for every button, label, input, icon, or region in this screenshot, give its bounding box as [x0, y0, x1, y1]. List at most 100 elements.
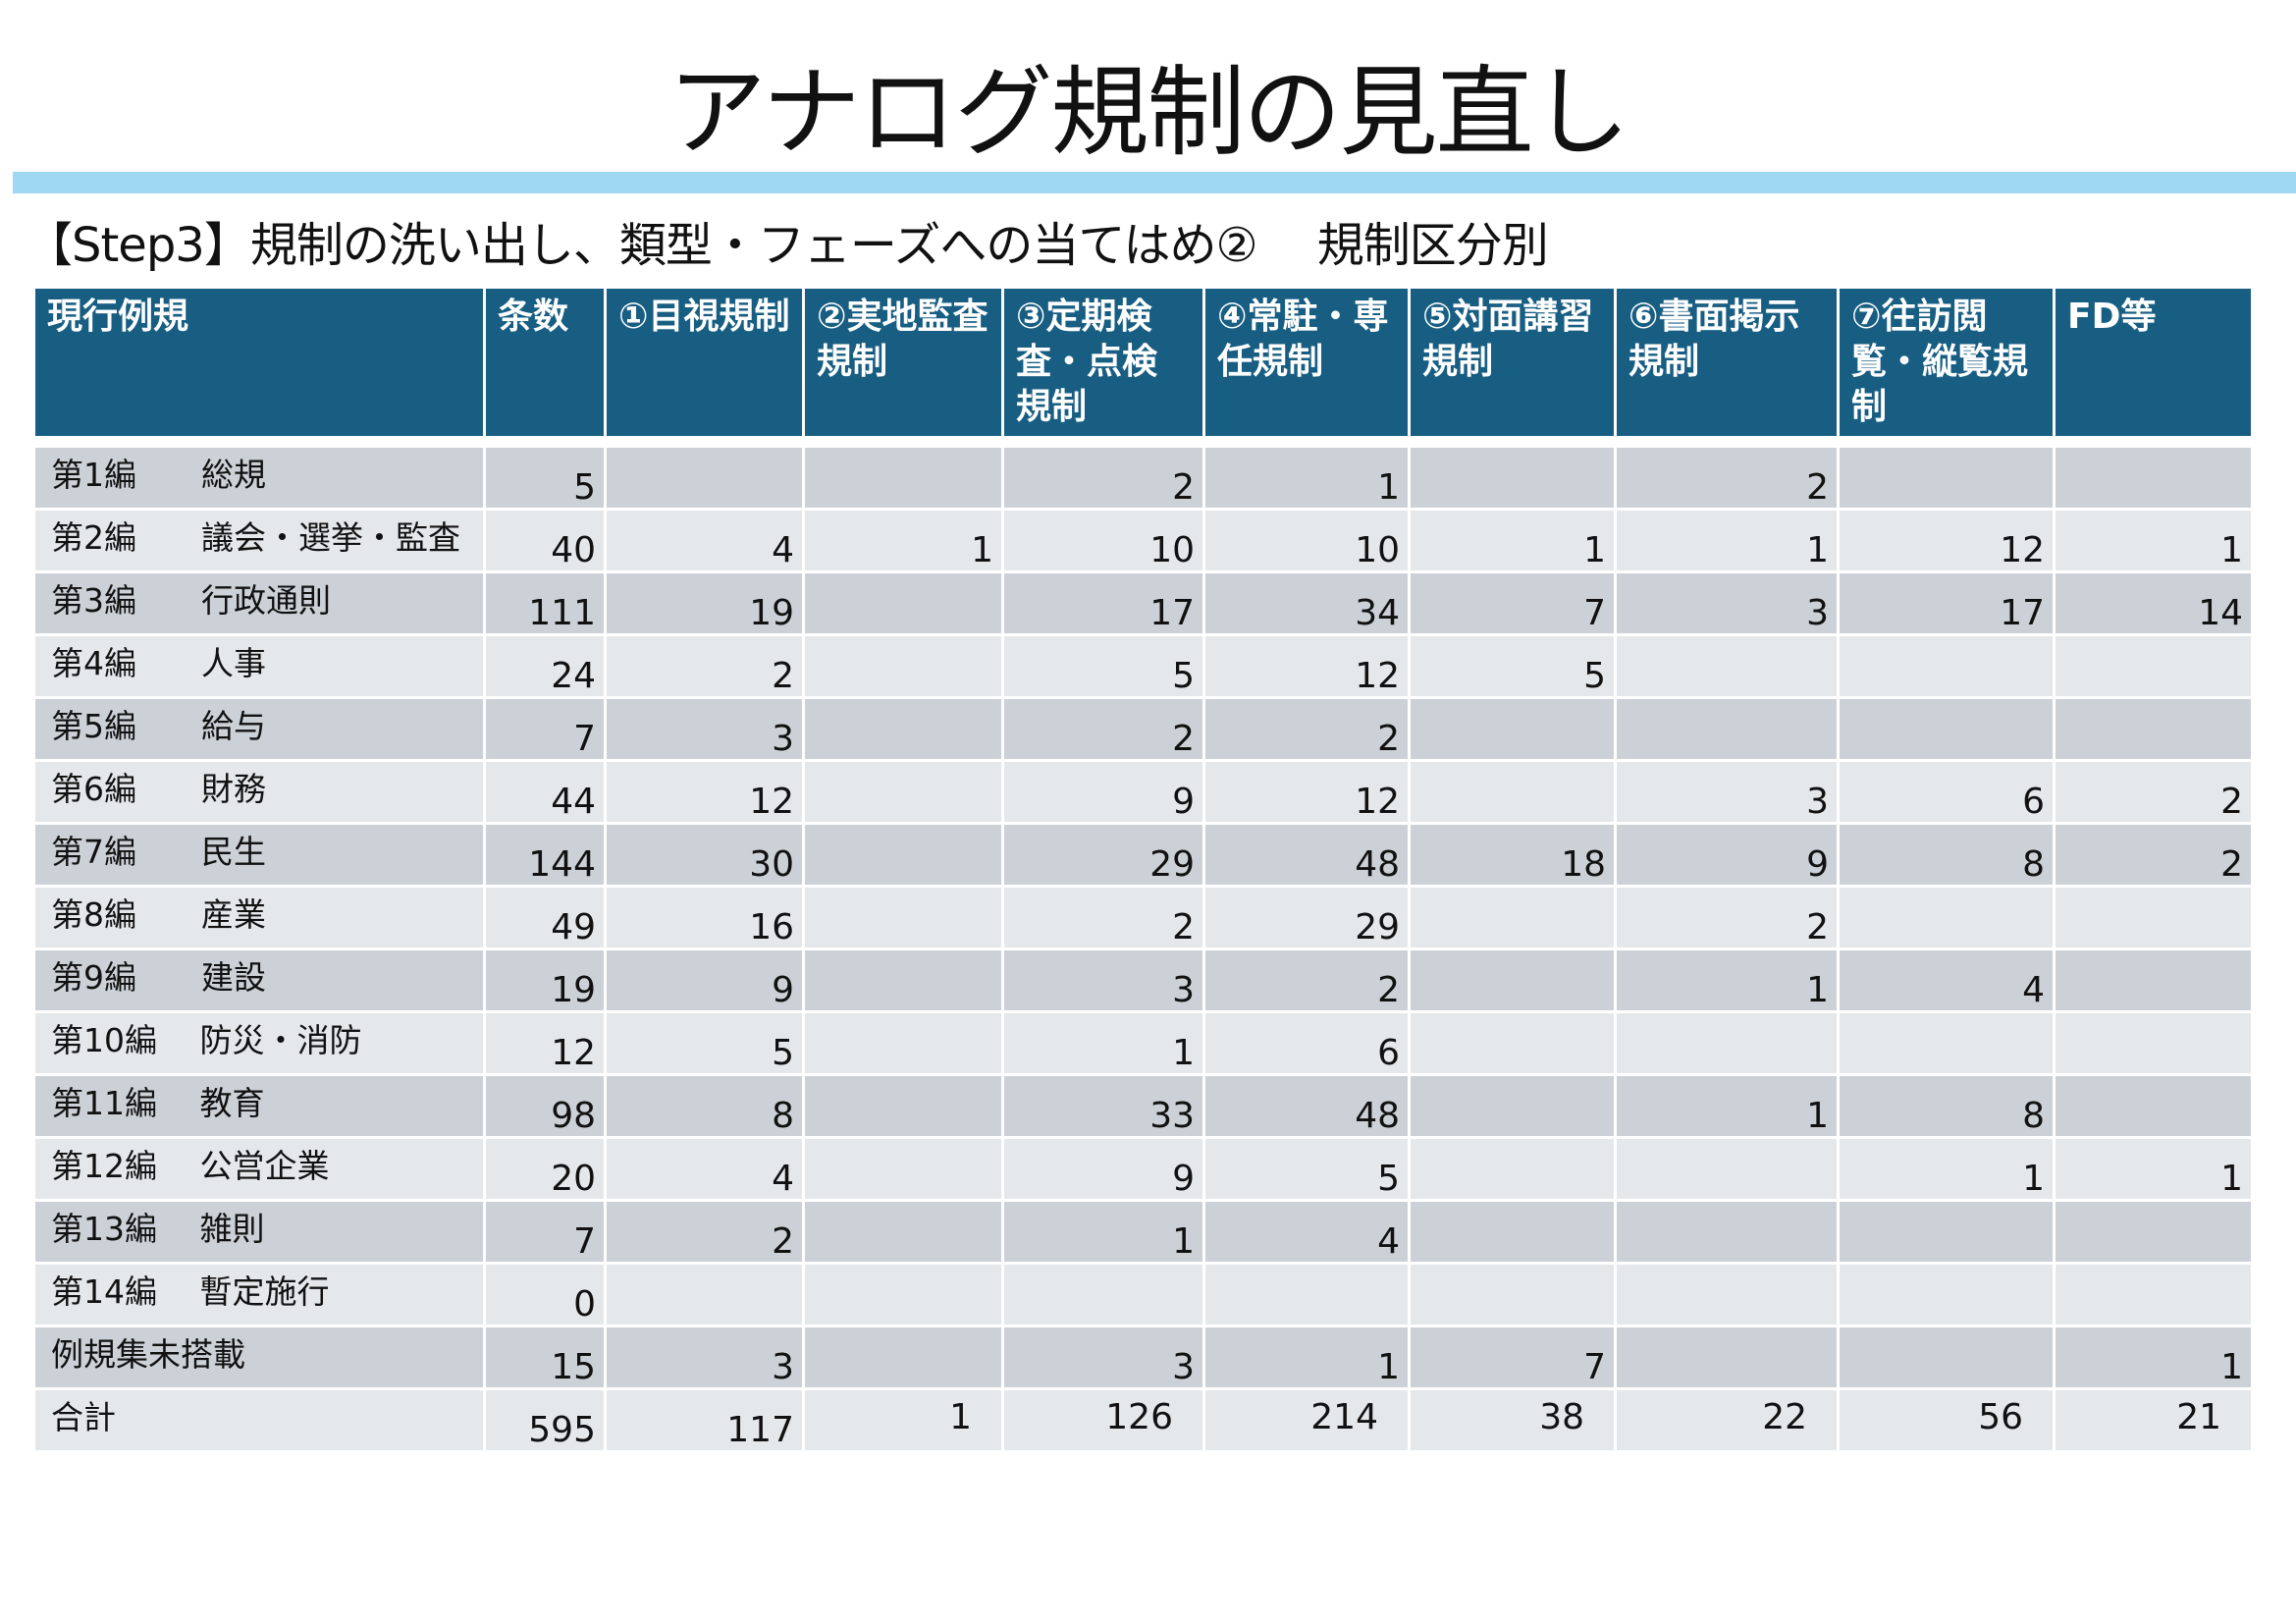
table-cell: 56 — [1840, 1390, 2053, 1450]
table-cell: 9 — [1617, 825, 1837, 885]
row-label: 第8編 産業 — [35, 888, 483, 947]
table-row: 第10編 防災・消防 12 5 1 6 — [35, 1013, 2251, 1073]
table-cell: 24 — [486, 636, 604, 696]
table-cell — [805, 573, 1001, 633]
table-cell: 126 — [1004, 1390, 1202, 1450]
table-row: 第1編 総規 5 2 1 2 — [35, 448, 2251, 508]
table-cell — [1004, 1265, 1202, 1325]
column-header: ⑥書面掲示規制 — [1617, 289, 1837, 436]
header-gap — [35, 439, 2251, 445]
table-cell: 4 — [1205, 1202, 1408, 1262]
table-cell — [1840, 636, 2053, 696]
table-cell: 5 — [1205, 1139, 1408, 1199]
table-cell — [805, 825, 1001, 885]
table-cell: 8 — [1840, 825, 2053, 885]
table-row: 第4編 人事 24 2 5 12 5 — [35, 636, 2251, 696]
table-cell: 12 — [607, 762, 802, 822]
table-cell: 5 — [607, 1013, 802, 1073]
table-cell: 2 — [1004, 448, 1202, 508]
table-cell: 34 — [1205, 573, 1408, 633]
table-cell: 1 — [1411, 511, 1614, 570]
section-subtitle: 【Step3】規制の洗い出し、類型・フェーズへの当てはめ② 規制区分別 — [26, 218, 1549, 273]
table-cell — [2056, 1013, 2251, 1073]
table-cell: 16 — [607, 888, 802, 947]
row-label: 例規集未搭載 — [35, 1327, 483, 1387]
table-cell — [1840, 888, 2053, 947]
table-cell: 12 — [1205, 636, 1408, 696]
table-cell — [1840, 699, 2053, 759]
table-cell — [1411, 1265, 1614, 1325]
table-cell: 17 — [1840, 573, 2053, 633]
table-cell: 2 — [1004, 888, 1202, 947]
table-cell — [805, 699, 1001, 759]
table-cell — [805, 1013, 1001, 1073]
row-label: 第10編 防災・消防 — [35, 1013, 483, 1073]
table-cell: 214 — [1205, 1390, 1408, 1450]
table-cell: 40 — [486, 511, 604, 570]
table-row: 第8編 産業 49 16 2 29 2 — [35, 888, 2251, 947]
table-cell: 7 — [486, 1202, 604, 1262]
table-cell: 2 — [1205, 699, 1408, 759]
table-cell: 1 — [1617, 511, 1837, 570]
table-cell: 1 — [2056, 1139, 2251, 1199]
table-row: 第6編 財務 44 12 9 12 3 6 2 — [35, 762, 2251, 822]
table-cell: 8 — [1840, 1076, 2053, 1136]
table-cell: 10 — [1205, 511, 1408, 570]
table-cell — [1840, 1202, 2053, 1262]
table-cell: 17 — [1004, 573, 1202, 633]
table-cell: 12 — [1205, 762, 1408, 822]
table-cell: 7 — [1411, 573, 1614, 633]
table-cell — [805, 636, 1001, 696]
table-cell — [2056, 950, 2251, 1010]
column-header: ⑦往訪閲覧・縦覧規制 — [1840, 289, 2053, 436]
table-cell: 2 — [607, 1202, 802, 1262]
table-row: 第13編 雑則 7 2 1 4 — [35, 1202, 2251, 1262]
table-cell — [1205, 1265, 1408, 1325]
row-label: 第4編 人事 — [35, 636, 483, 696]
table-cell: 2 — [1617, 448, 1837, 508]
table-cell — [805, 888, 1001, 947]
total-row: 合計 595 117 1 126 214 38 22 56 21 — [35, 1390, 2251, 1450]
table-cell: 3 — [607, 699, 802, 759]
table-cell: 595 — [486, 1390, 604, 1450]
table-cell — [1411, 448, 1614, 508]
table-cell: 1 — [1004, 1202, 1202, 1262]
table-cell: 4 — [1840, 950, 2053, 1010]
table-cell: 98 — [486, 1076, 604, 1136]
table-cell: 10 — [1004, 511, 1202, 570]
title-underline-bar — [13, 172, 2296, 193]
table-cell: 2 — [607, 636, 802, 696]
table-cell: 48 — [1205, 1076, 1408, 1136]
row-label: 第13編 雑則 — [35, 1202, 483, 1262]
table-cell: 19 — [607, 573, 802, 633]
table-row: 第14編 暫定施行 0 — [35, 1265, 2251, 1325]
table-cell: 2 — [1205, 950, 1408, 1010]
column-header: ⑤対面講習規制 — [1411, 289, 1614, 436]
table-cell: 48 — [1205, 825, 1408, 885]
table-cell: 3 — [1617, 573, 1837, 633]
row-label: 第3編 行政通則 — [35, 573, 483, 633]
table-header-row: 現行例規 条数 ①目視規制 ②実地監査規制 ③定期検査・点検規制 ④常駐・専任規制 ⑤対面講… — [35, 289, 2251, 436]
table-cell: 1 — [1205, 1327, 1408, 1387]
table-row: 第7編 民生 144 30 29 48 18 9 8 2 — [35, 825, 2251, 885]
table-cell — [1411, 1139, 1614, 1199]
table-row: 第12編 公営企業 20 4 9 5 1 1 — [35, 1139, 2251, 1199]
table-cell: 3 — [1617, 762, 1837, 822]
row-label: 第6編 財務 — [35, 762, 483, 822]
table-cell: 18 — [1411, 825, 1614, 885]
table-cell — [1617, 1013, 1837, 1073]
column-header: 条数 — [486, 289, 604, 436]
table-cell — [2056, 1202, 2251, 1262]
table-cell: 49 — [486, 888, 604, 947]
table-cell — [2056, 1265, 2251, 1325]
table-row: 第3編 行政通則 111 19 17 34 7 3 17 14 — [35, 573, 2251, 633]
table-cell: 111 — [486, 573, 604, 633]
table-cell — [607, 1265, 802, 1325]
table-cell — [805, 762, 1001, 822]
table-cell — [1617, 1327, 1837, 1387]
table-cell: 144 — [486, 825, 604, 885]
table-cell: 2 — [1004, 699, 1202, 759]
table-cell: 12 — [486, 1013, 604, 1073]
table-cell — [1411, 1076, 1614, 1136]
table-cell: 30 — [607, 825, 802, 885]
